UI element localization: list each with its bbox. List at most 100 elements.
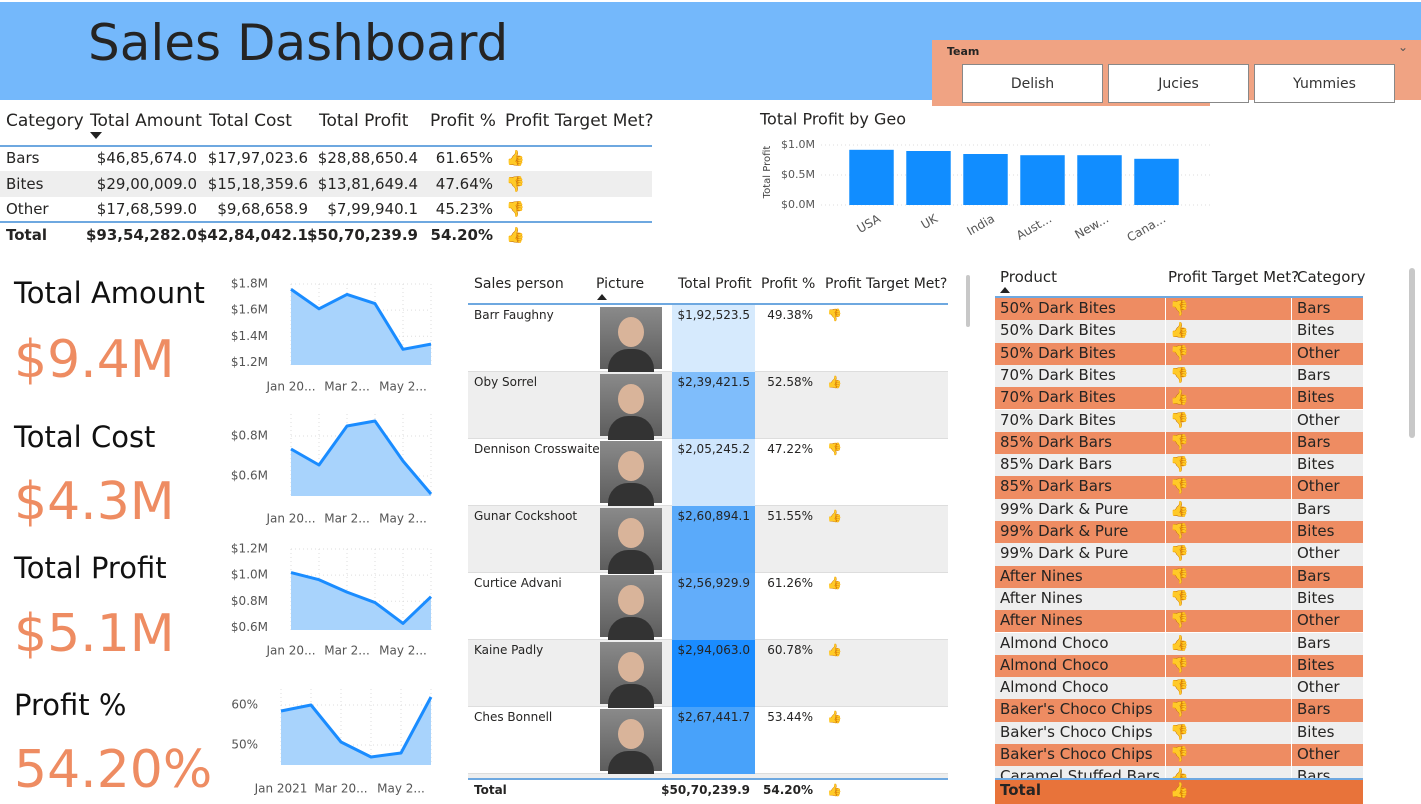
cell: Bars (1297, 633, 1331, 652)
column-header: Total Profit (678, 276, 752, 292)
cell: Bites (6, 174, 44, 193)
row-band (995, 364, 1363, 388)
slicer-option[interactable]: Jucies (1108, 64, 1249, 103)
cell: 47.64% (435, 174, 493, 193)
column-header: Total Cost (209, 111, 292, 131)
cell: 85% Dark Bars (1000, 455, 1112, 474)
scrollbar[interactable] (1409, 268, 1415, 438)
thumb-icon: 👍 (1170, 321, 1189, 340)
area (291, 572, 431, 630)
cell: 99% Dark & Pure (1000, 499, 1129, 518)
area (281, 697, 431, 765)
slicer-chevron[interactable]: ⌄ (1398, 40, 1409, 54)
thumb-icon: 👍 (1170, 781, 1189, 799)
area (291, 421, 431, 496)
picture-head (618, 451, 644, 481)
thumb-icon: 👎 (1170, 432, 1189, 451)
y-tick-label: 50% (231, 738, 258, 752)
cell: Bites (1297, 588, 1335, 607)
cell: $2,39,421.5 (677, 375, 750, 389)
x-tick-label: Jan 2021 (254, 782, 308, 796)
cell: $17,68,599.0 (96, 200, 197, 218)
row-band (995, 298, 1363, 321)
x-tick-label: Mar 2... (324, 380, 370, 394)
cell: After Nines (1000, 611, 1083, 630)
cell: Curtice Advani (474, 576, 562, 590)
x-tick-label: Jan 20... (265, 644, 315, 658)
cell: Other (1297, 611, 1340, 630)
scrollbar[interactable] (966, 275, 970, 327)
thumb-icon: 👎 (1170, 477, 1189, 496)
slicer-title: Team (947, 45, 980, 58)
picture-body (608, 684, 654, 708)
cell: $13,81,649.4 (317, 174, 418, 193)
row-band (995, 543, 1363, 566)
cell: $9,68,658.9 (217, 200, 308, 218)
x-tick-label: May 2... (379, 644, 427, 658)
column-rule (1165, 298, 1166, 778)
cell: Bites (1297, 522, 1335, 540)
y-tick-label: $0.6M (231, 620, 268, 634)
thumb-icon: 👎 (827, 442, 842, 456)
cell: 49.38% (767, 308, 813, 322)
y-tick-label: $1.2M (231, 355, 268, 369)
thumb-icon: 👎 (1170, 522, 1189, 540)
row-band (995, 632, 1363, 655)
cell: $2,67,441.7 (677, 710, 750, 724)
cell: $28,88,650.4 (317, 149, 418, 167)
cell: $50,70,239.9 (661, 783, 750, 797)
thumb-icon: 👍 (1170, 633, 1189, 652)
value-shade (672, 305, 755, 372)
row-band (995, 766, 1363, 778)
header-rule (0, 145, 652, 147)
slicer-option[interactable]: Delish (962, 64, 1103, 103)
bar (963, 154, 1008, 205)
cell: 47.22% (767, 442, 813, 456)
cell: Other (1297, 678, 1340, 697)
thumb-icon: 👎 (506, 174, 525, 193)
cell: $2,56,929.9 (677, 576, 750, 590)
cell: $15,18,359.6 (207, 174, 308, 193)
column-header: Profit % (761, 276, 816, 292)
row-band (995, 521, 1363, 544)
row-band (995, 342, 1363, 365)
cell: 70% Dark Bites (1000, 388, 1116, 407)
thumb-icon: 👎 (1170, 611, 1189, 630)
thumb-icon: 👍 (1170, 767, 1189, 778)
row-band (995, 721, 1363, 744)
x-tick-label: Mar 2... (324, 512, 370, 526)
cell: Other (1297, 343, 1340, 362)
cell: Bars (1297, 700, 1331, 719)
cell: 53.44% (767, 710, 813, 724)
row-band (995, 320, 1363, 343)
column-header: Profit Target Met? (1168, 268, 1300, 286)
kpi-value: 54.20% (14, 740, 213, 800)
cell: Caramel Stuffed Bars (1000, 767, 1161, 778)
thumb-icon: 👎 (1170, 722, 1189, 741)
picture-body (608, 416, 654, 440)
thumb-icon: 👍 (827, 783, 842, 797)
cell: 70% Dark Bites (1000, 365, 1116, 384)
x-tick-label: Aust... (1014, 211, 1054, 242)
cell: Bars (1297, 767, 1331, 778)
y-tick-label: $0.8M (231, 429, 268, 443)
slicer-option[interactable]: Yummies (1254, 64, 1395, 103)
cell: $7,99,940.1 (327, 200, 418, 218)
column-header: Sales person (474, 276, 564, 292)
product-rows: 50% Dark Bites 👎 Bars 50% Dark Bites 👍 Bites 5… (995, 298, 1363, 778)
column-header: Total Profit (319, 111, 409, 131)
value-shade (672, 707, 755, 774)
column-header: Profit % (430, 111, 496, 131)
x-tick-label: May 2... (379, 380, 427, 394)
picture-head (618, 384, 644, 414)
cell: Oby Sorrel (474, 375, 538, 389)
cell: Bars (1297, 365, 1331, 384)
cell: 99% Dark & Pure (1000, 522, 1129, 540)
area (291, 289, 431, 365)
kpi-value: $4.3M (14, 472, 175, 532)
column-header: Category (1297, 268, 1366, 286)
x-tick-label: May 2... (379, 512, 427, 526)
y-tick-label: $1.2M (231, 542, 268, 556)
picture-body (608, 483, 654, 507)
kpi-label: Profit % (14, 688, 127, 722)
